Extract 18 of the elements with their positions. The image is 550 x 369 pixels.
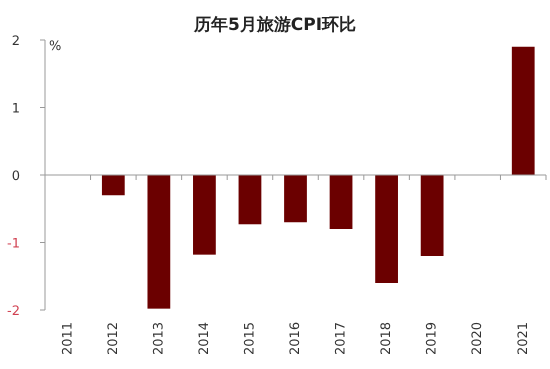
x-tick-label: 2011 bbox=[60, 322, 76, 355]
x-tick-label: 2019 bbox=[424, 322, 440, 355]
x-tick-label: 2016 bbox=[288, 322, 304, 355]
y-tick-label: -2 bbox=[7, 304, 20, 319]
x-tick-label: 2017 bbox=[334, 322, 349, 355]
y-tick-label: 0 bbox=[12, 169, 20, 184]
x-tick-label: 2015 bbox=[242, 322, 258, 355]
y-tick-label: 1 bbox=[12, 102, 20, 116]
y-tick-label: 2 bbox=[12, 34, 20, 49]
x-tick-label: 2013 bbox=[151, 322, 166, 355]
x-tick-label: 2012 bbox=[106, 322, 121, 355]
x-tick-label: 2014 bbox=[196, 322, 212, 355]
x-tick-label: 2021 bbox=[516, 322, 531, 355]
x-tick-label: 2020 bbox=[470, 322, 486, 355]
x-tick-label: 2018 bbox=[379, 322, 394, 355]
y-tick-label: -1 bbox=[7, 236, 20, 252]
y-axis-title: % bbox=[49, 39, 62, 54]
chart-title: 历年5月旅游CPI环比 bbox=[192, 15, 356, 35]
